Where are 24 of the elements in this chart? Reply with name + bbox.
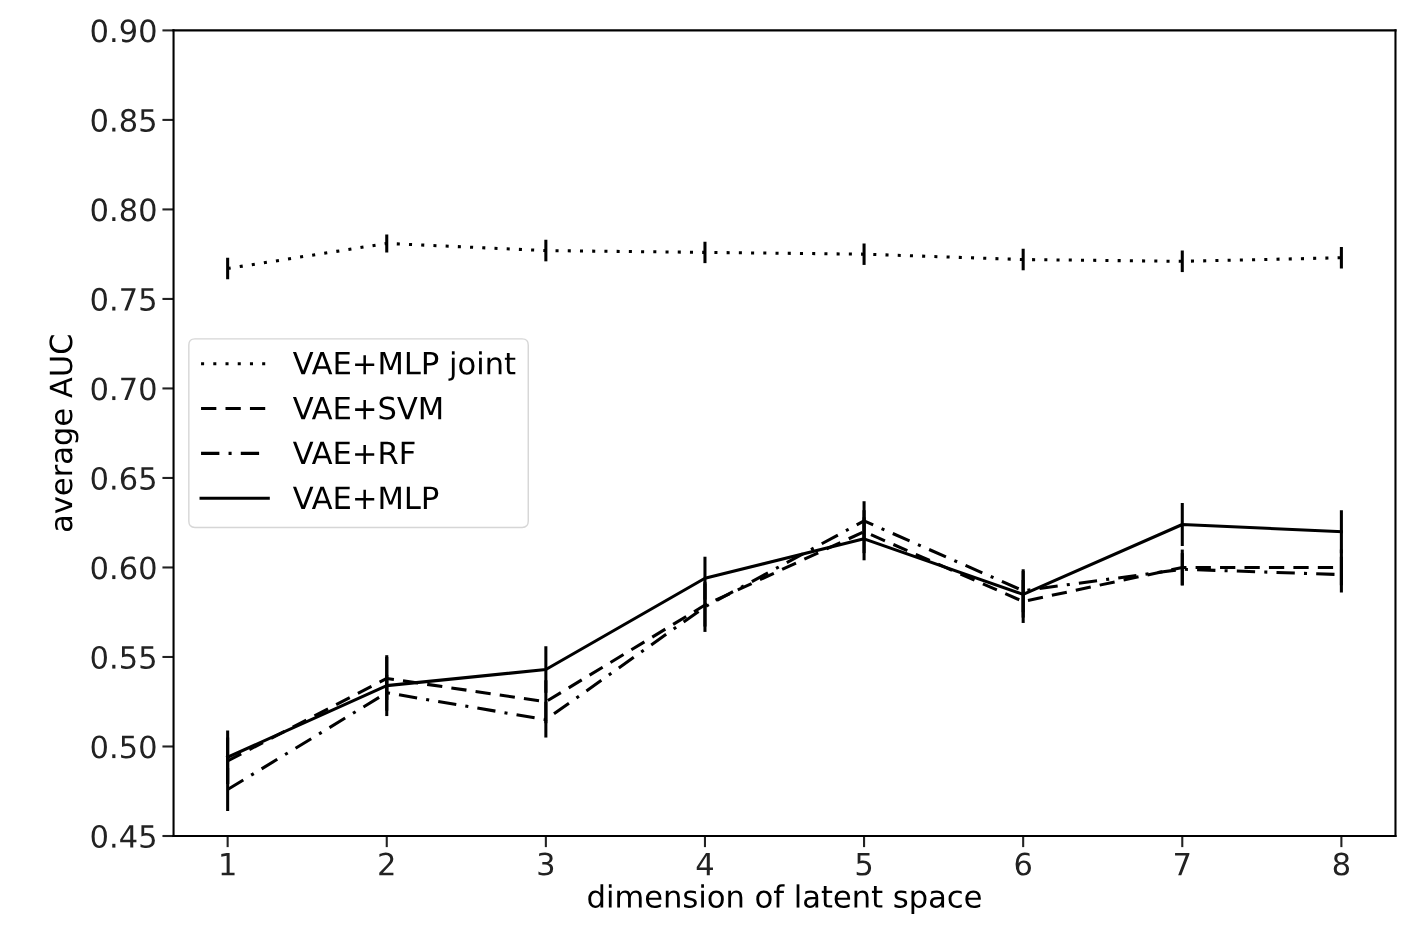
- y-tick-label: 0.85: [91, 108, 155, 132]
- x-tick-label: 4: [696, 852, 713, 876]
- y-axis-title: average AUC: [49, 335, 79, 532]
- y-tick-label: 0.70: [91, 377, 156, 401]
- x-tick-label: 5: [856, 852, 872, 876]
- x-tick-label: 2: [379, 852, 394, 876]
- y-tick-label: 0.80: [91, 198, 156, 222]
- x-tick-label: 6: [1015, 852, 1031, 876]
- x-tick-label: 8: [1333, 852, 1350, 876]
- legend-label: VAE+SVM: [292, 396, 442, 420]
- x-tick-label: 3: [538, 852, 554, 876]
- legend-label: VAE+MLP: [292, 486, 439, 509]
- x-tick-label: 7: [1175, 852, 1190, 876]
- y-tick-label: 0.90: [91, 19, 156, 43]
- y-tick-label: 0.60: [91, 556, 156, 580]
- y-tick-label: 0.50: [91, 735, 156, 759]
- legend-label: VAE+MLP joint: [292, 351, 516, 381]
- y-tick-label: 0.45: [91, 824, 155, 849]
- y-tick-label: 0.75: [91, 287, 155, 311]
- legend-label: VAE+RF: [292, 441, 415, 465]
- y-tick-label: 0.65: [91, 466, 155, 490]
- y-tick-label: 0.55: [91, 645, 155, 670]
- x-tick-label: 1: [221, 852, 235, 876]
- x-axis-title: dimension of latent space: [588, 884, 981, 914]
